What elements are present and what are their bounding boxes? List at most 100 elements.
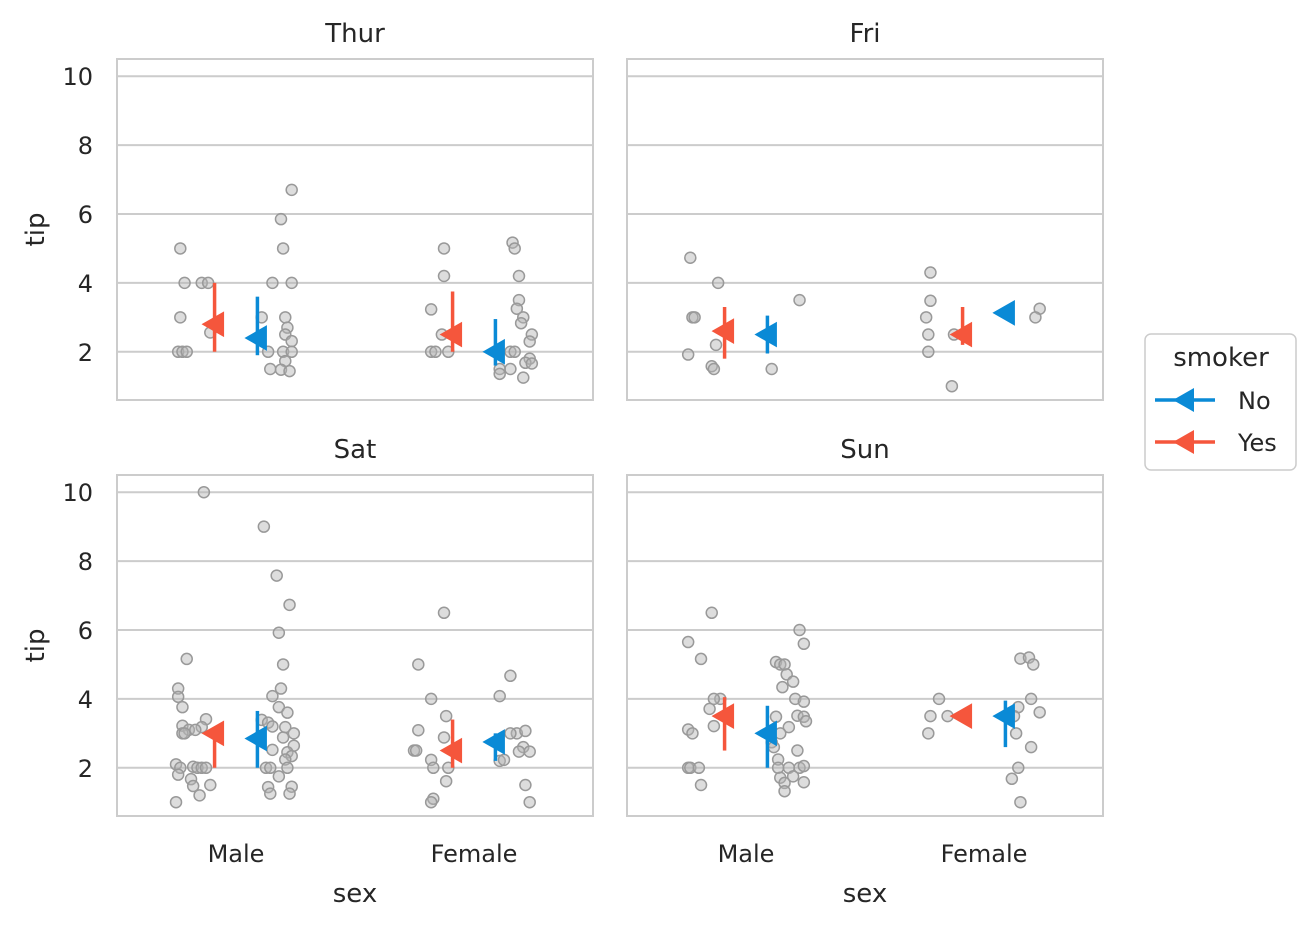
estimate-marker-no [754,720,777,747]
observation-point [276,242,290,255]
observation-point [512,269,526,283]
observation-point [174,761,187,775]
observation-point [1009,727,1023,740]
x-tick-label: Male [208,840,265,868]
observation-point [437,731,451,744]
observation-point [692,761,706,775]
observation-point [504,727,517,740]
estimate-marker-no [754,321,777,348]
observation-point [270,569,283,582]
observation-point [180,345,193,359]
observation-point [924,709,937,723]
observation-point [257,520,271,533]
estimate-marker-yes [711,318,735,344]
observation-point [272,700,286,714]
observation-point [184,772,198,786]
estimate-marker-no [992,299,1015,326]
observation-point [525,357,539,370]
observation-point [776,680,789,694]
observation-point [694,652,708,666]
observation-point [681,348,695,361]
observation-point [707,362,721,376]
observation-point [437,606,451,620]
facet-title: Sat [334,435,377,465]
legend-frame [1144,333,1297,471]
y-tick-label: 2 [78,339,93,367]
y-tick-label: 8 [78,548,93,576]
observation-point [797,695,811,708]
panel-frame [116,474,594,817]
observation-point [694,778,708,792]
observation-point [285,345,298,359]
legend-title: smoker [1173,343,1269,373]
observation-point [199,761,213,775]
observation-point [523,795,536,809]
observation-point [285,749,298,763]
observation-point [705,606,718,620]
observation-point [1012,761,1025,775]
observation-point [276,345,290,359]
legend-marker-yes [1173,430,1194,454]
observation-point [797,759,811,773]
observation-point [922,727,935,740]
observation-point [782,720,796,734]
observation-point [493,689,506,703]
x-tick-label: Male [718,840,775,868]
observation-point [281,761,294,775]
observation-point [765,362,778,376]
observation-point [1033,706,1046,719]
observation-point [259,761,273,775]
observation-point [523,335,536,348]
estimate-marker-yes [949,321,973,348]
estimate-marker-no [244,725,267,752]
observation-point [711,276,725,290]
observation-point [189,723,202,737]
observation-point [793,293,806,307]
observation-point [769,710,783,724]
observation-point [508,345,521,359]
observation-point [266,720,279,733]
y-tick-label: 6 [78,201,93,229]
observation-point [1014,795,1027,809]
observation-point [174,242,187,255]
observation-point [201,276,215,290]
observation-point [519,778,532,792]
observation-point [703,702,716,716]
observation-point [493,367,506,381]
observation-point [272,626,286,640]
observation-point [686,727,699,740]
observation-point [497,753,511,767]
y-axis-title: tip [21,629,51,663]
observation-point [924,294,937,308]
estimate-marker-no [244,325,267,351]
observation-point [688,311,701,324]
panel-frame [626,474,1104,817]
observation-point [281,706,294,719]
observation-point [171,768,185,781]
facet-panel-thur: Thur 2 4 6 8 10 tip [21,19,594,401]
observation-point [279,311,292,324]
observation-point [285,334,298,348]
observation-point [437,269,451,283]
observation-point [178,276,191,290]
estimate-marker-no [482,338,505,365]
observation-point [508,242,521,255]
observation-point [786,675,800,688]
facet-title: Sun [840,435,889,465]
observation-point [169,795,183,809]
observation-point [504,362,517,376]
observation-point [197,485,211,499]
observation-point [186,779,200,793]
observation-point [797,637,811,651]
observation-point [195,761,208,775]
observation-point [274,212,288,226]
observation-point [514,316,528,330]
observation-point [195,720,208,734]
observation-point [204,778,217,792]
legend-label-yes: Yes [1237,429,1277,457]
observation-point [174,311,187,324]
observation-point [176,345,189,359]
observation-point [771,761,785,775]
observation-point [932,692,946,706]
estimate-marker-yes [711,703,735,729]
